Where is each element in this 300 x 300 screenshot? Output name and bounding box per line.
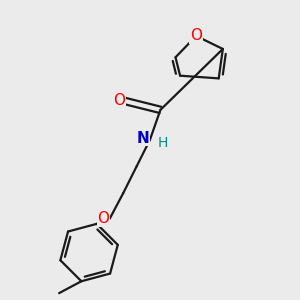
Text: O: O (113, 94, 125, 109)
Text: O: O (97, 211, 109, 226)
Text: O: O (190, 28, 202, 44)
Text: N: N (136, 130, 149, 146)
Text: H: H (157, 136, 168, 150)
